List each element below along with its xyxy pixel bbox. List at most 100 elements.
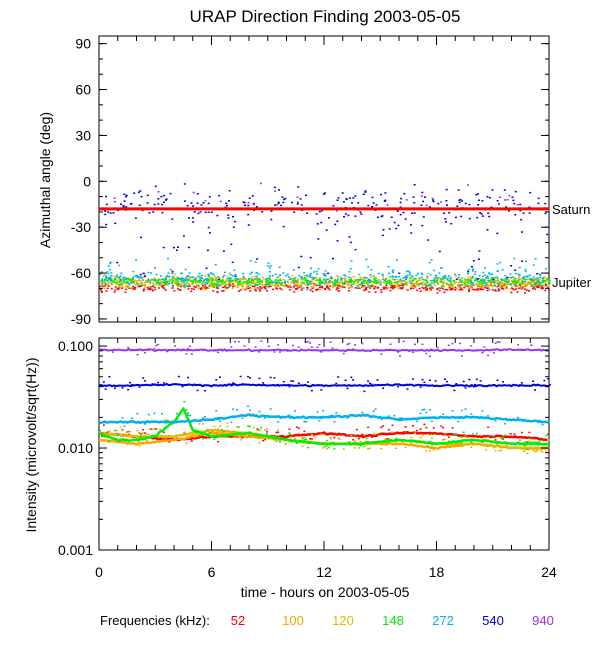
azimuth-point [390, 284, 393, 287]
intensity-point [370, 383, 373, 386]
azimuth-point [295, 281, 298, 283]
azimuth-point [472, 260, 475, 262]
intensity-point [100, 435, 103, 437]
azimuth-point [356, 279, 359, 281]
azimuth-point [189, 276, 191, 279]
intensity-point [429, 450, 431, 452]
azimuth-point [514, 214, 517, 216]
azimuth-point [325, 286, 328, 289]
azimuth-point [504, 199, 506, 201]
azimuth-point [412, 287, 415, 289]
intensity-point [429, 379, 431, 381]
azimuth-point [264, 287, 267, 289]
azimuth-point [104, 277, 107, 279]
azimuth-point [342, 201, 345, 203]
azimuth-point [154, 288, 157, 291]
intensity-point [277, 429, 280, 431]
azimuth-point [295, 280, 298, 282]
intensity-point [303, 436, 306, 439]
intensity-point [224, 436, 227, 438]
azimuth-point [289, 284, 292, 287]
azimuth-point [325, 279, 328, 281]
azimuth-point [117, 288, 120, 291]
azimuth-point [354, 248, 357, 251]
azimuth-point [482, 271, 485, 274]
azimuth-point [374, 291, 377, 293]
intensity-point [532, 449, 535, 451]
azimuth-point [157, 191, 160, 193]
azimuth-point [382, 278, 385, 281]
azimuth-point [514, 269, 517, 271]
azimuth-point [465, 284, 468, 286]
azimuth-point [262, 278, 265, 281]
azimuth-point [536, 285, 539, 287]
intensity-point [352, 348, 355, 350]
azimuth-point [529, 282, 531, 284]
intensity-point [265, 433, 268, 435]
azimuth-point [271, 275, 274, 277]
azimuth-point [472, 284, 475, 286]
azimuth-point [211, 284, 214, 286]
azimuth-point [219, 280, 222, 282]
azimuth-point [237, 282, 240, 284]
intensity-point [532, 438, 535, 441]
intensity-point [219, 420, 221, 422]
azimuth-point [430, 289, 433, 291]
azimuth-point [194, 282, 197, 284]
azimuth-point [204, 211, 207, 214]
azimuth-point [111, 275, 114, 277]
azimuth-point [103, 287, 106, 289]
azimuth-point [388, 279, 391, 282]
azimuth-point [221, 290, 224, 292]
azimuth-point [119, 275, 122, 277]
azimuth-point [341, 192, 344, 194]
azimuth-point [194, 286, 197, 288]
azimuth-point [168, 275, 171, 278]
azimuth-point [109, 277, 112, 279]
azimuth-point [177, 283, 180, 286]
azimuth-point [247, 281, 250, 284]
azimuth-point [429, 287, 432, 289]
azimuth-point [252, 282, 255, 285]
azimuth-point [416, 283, 419, 285]
azimuth-point [123, 276, 126, 279]
azimuth-point [186, 205, 189, 207]
azimuth-point [163, 287, 166, 290]
azimuth-point [455, 278, 458, 281]
azimuth-point [403, 280, 406, 282]
azimuth-point [541, 285, 544, 287]
intensity-point [453, 446, 456, 448]
azimuth-point [312, 278, 315, 281]
azimuth-point [510, 277, 513, 279]
intensity-point [282, 381, 285, 383]
azimuth-point [515, 285, 518, 287]
azimuth-point [125, 284, 128, 286]
azimuth-point [471, 288, 474, 291]
azimuth-point [504, 280, 507, 283]
azimuth-point [247, 278, 250, 281]
intensity-point [264, 438, 266, 441]
azimuth-point [394, 285, 397, 287]
azimuth-point [396, 210, 399, 212]
intensity-point [129, 430, 131, 433]
azimuth-point [334, 282, 337, 285]
intensity-point [279, 441, 281, 443]
azimuth-point [427, 239, 430, 241]
azimuth-point [191, 283, 194, 286]
intensity-point [354, 435, 356, 438]
intensity-point [222, 430, 225, 433]
azimuth-point [364, 279, 366, 282]
intensity-series-940khz [98, 340, 550, 357]
azimuth-point [256, 277, 259, 279]
azimuth-point [385, 287, 388, 290]
azimuth-point [252, 203, 255, 206]
azimuth-point [248, 197, 251, 199]
azimuth-point [236, 284, 239, 286]
azimuth-point [285, 275, 288, 277]
azimuth-point [194, 278, 197, 281]
azimuth-point [369, 276, 372, 278]
azimuth-point [289, 278, 292, 280]
azimuth-point [391, 286, 394, 288]
azimuth-point [279, 279, 282, 281]
azimuth-point [188, 283, 191, 285]
